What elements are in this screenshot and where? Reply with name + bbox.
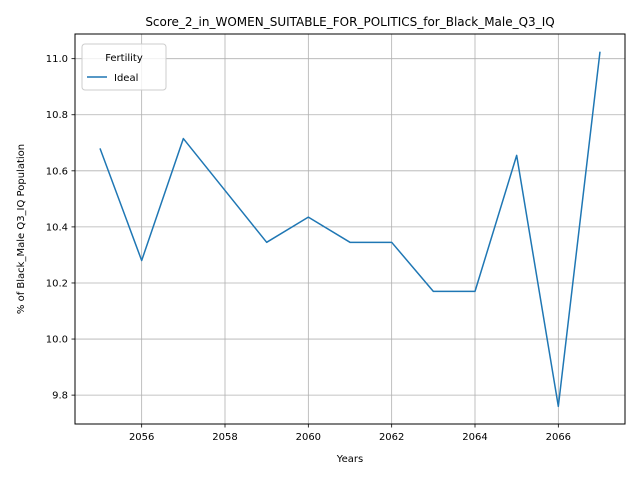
y-tick-label: 9.8: [52, 391, 68, 402]
grid-lines: [75, 34, 625, 424]
series-line-ideal: [99, 51, 601, 408]
x-axis: 2056 2058 2060 2062 2064 2066: [129, 424, 571, 443]
x-tick-label: 2064: [462, 432, 487, 443]
y-tick-label: 10.0: [46, 335, 68, 346]
legend-title: Fertility: [105, 53, 143, 64]
y-tick-label: 10.2: [46, 278, 68, 289]
x-tick-label: 2056: [129, 432, 154, 443]
y-tick-label: 10.8: [46, 110, 68, 121]
y-tick-label: 10.6: [46, 166, 68, 177]
legend: Fertility Ideal: [81, 43, 167, 91]
x-axis-label: Years: [336, 454, 363, 465]
legend-label-ideal: Ideal: [114, 73, 138, 84]
plot-area-frame: [74, 33, 626, 425]
legend-box: [81, 43, 167, 91]
x-tick-label: 2060: [296, 432, 321, 443]
y-axis: 9.8 10.0 10.2 10.4 10.6 10.8 11.0: [46, 54, 75, 402]
series-layer: [99, 51, 601, 408]
x-tick-label: 2062: [379, 432, 404, 443]
y-tick-label: 11.0: [46, 54, 68, 65]
chart-title: Score_2_in_WOMEN_SUITABLE_FOR_POLITICS_f…: [145, 15, 554, 29]
x-tick-label: 2066: [546, 432, 571, 443]
y-tick-label: 10.4: [46, 222, 68, 233]
y-axis-label: % of Black_Male Q3_IQ Population: [16, 144, 27, 314]
x-tick-label: 2058: [212, 432, 237, 443]
